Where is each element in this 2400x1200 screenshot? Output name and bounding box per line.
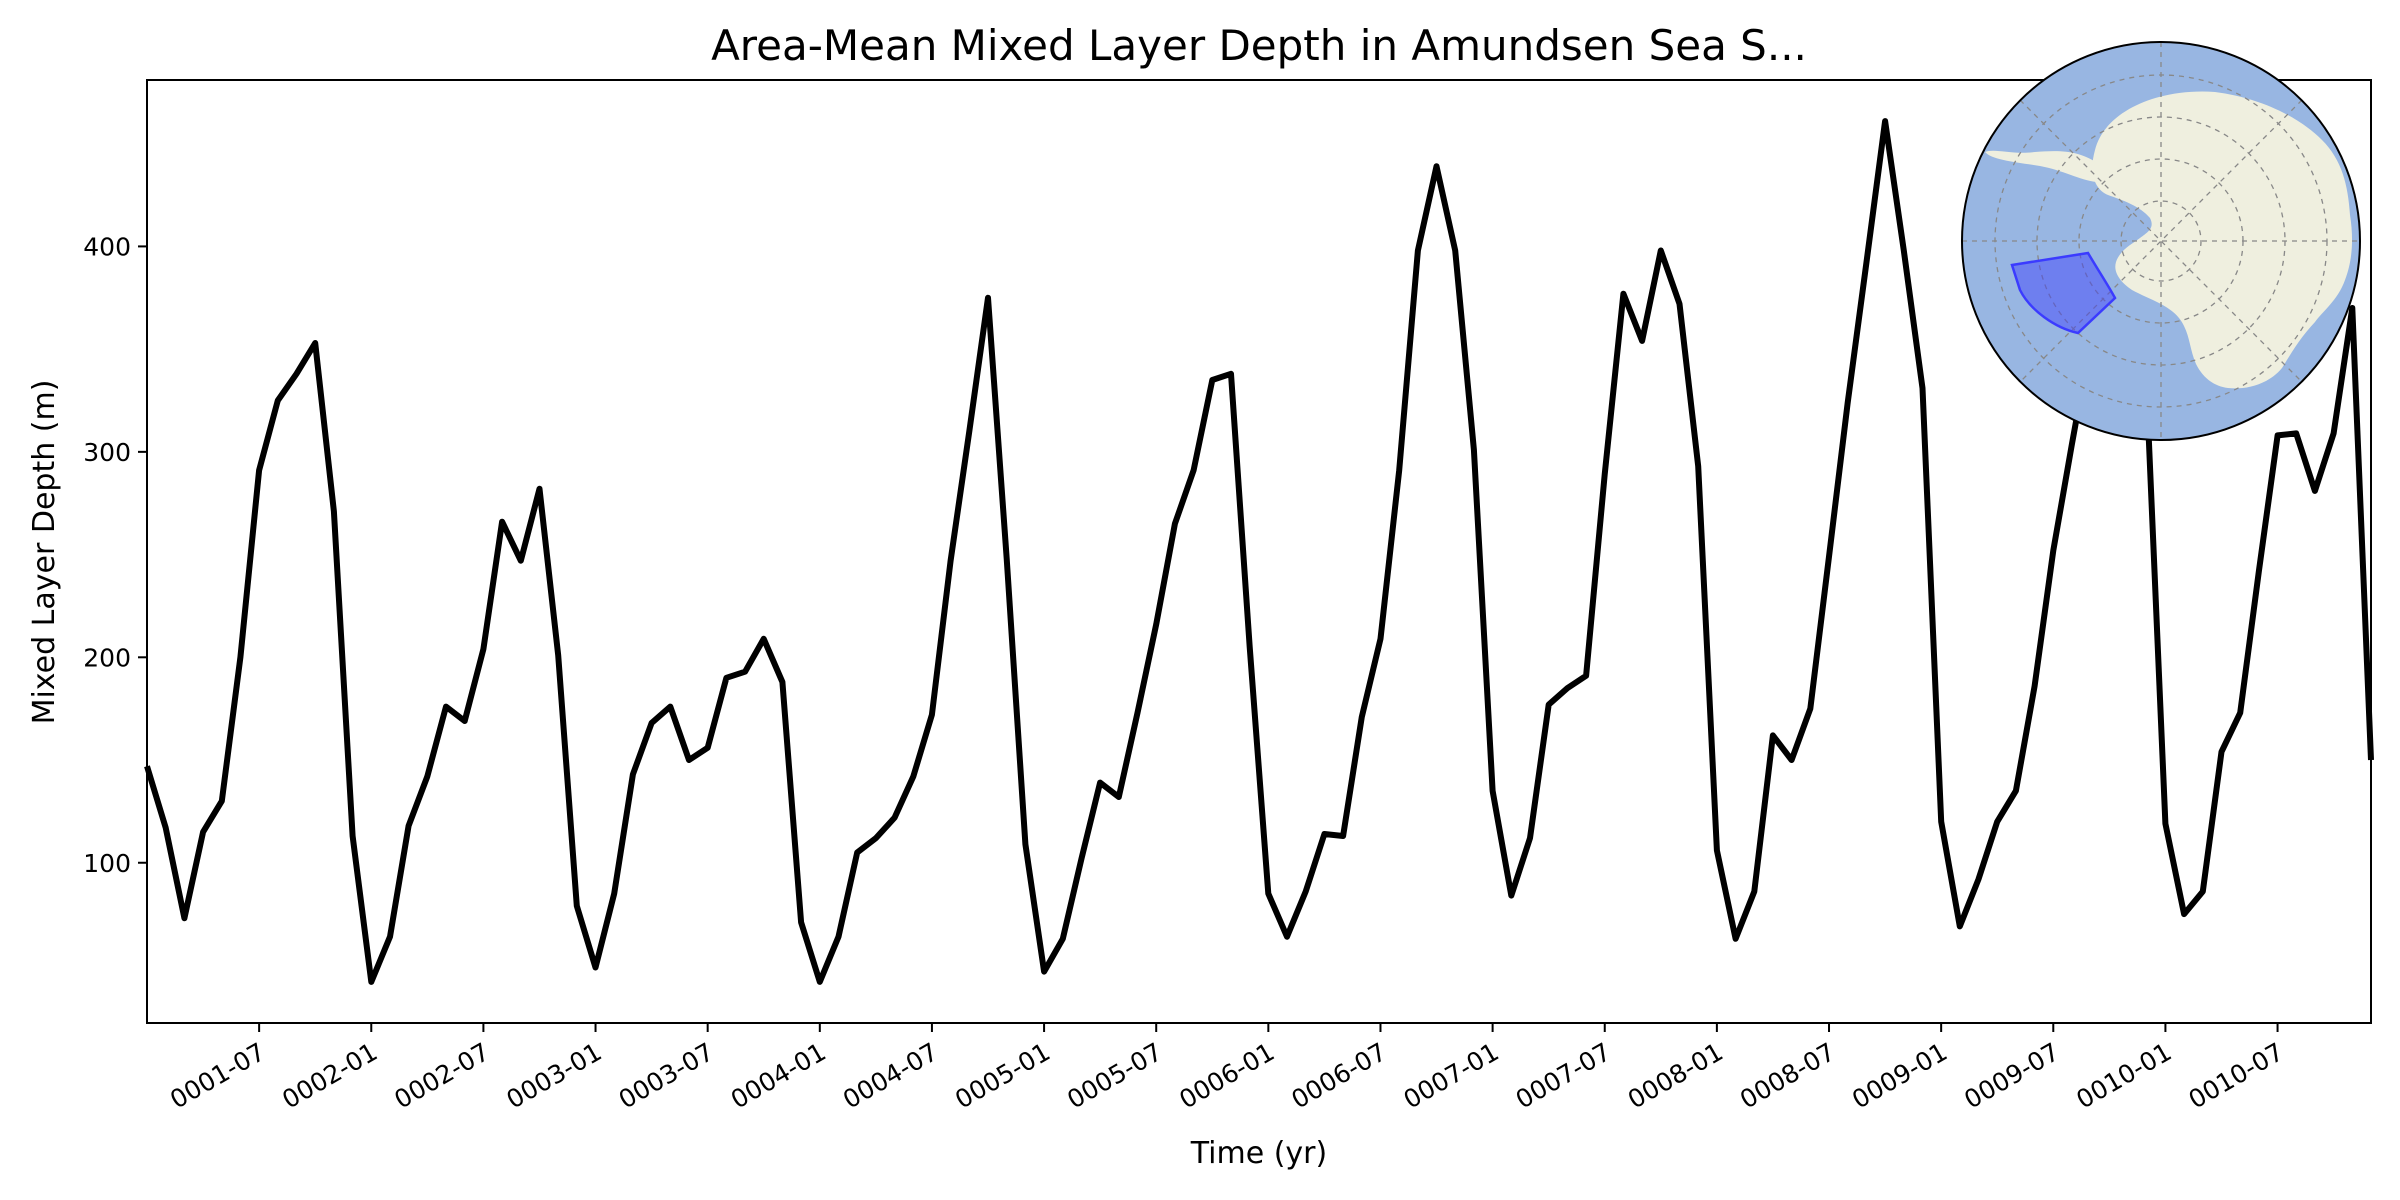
x-axis-label: Time (yr) bbox=[1190, 1136, 1327, 1171]
series-layer bbox=[144, 118, 2374, 985]
chart-title: Area-Mean Mixed Layer Depth in Amundsen … bbox=[711, 21, 1807, 70]
y-tick-label: 400 bbox=[83, 232, 131, 261]
map-amundsen-sea-region bbox=[2010, 251, 2117, 335]
mld-series-line bbox=[144, 118, 2374, 985]
antarctica-map-inset bbox=[1961, 41, 2361, 441]
y-axis-label: Mixed Layer Depth (m) bbox=[27, 380, 62, 725]
plot-frame bbox=[146, 79, 2372, 1024]
y-axis-ticks: 100 200 300 400 bbox=[83, 232, 147, 878]
map-graticule bbox=[1962, 42, 2360, 440]
map-antarctic-peninsula bbox=[1985, 150, 2100, 182]
map-border bbox=[1961, 41, 2361, 441]
y-tick-label: 100 bbox=[83, 849, 131, 878]
map-antarctica-land bbox=[2092, 91, 2353, 389]
y-tick-label: 300 bbox=[83, 438, 131, 467]
y-tick-label: 200 bbox=[83, 643, 131, 672]
